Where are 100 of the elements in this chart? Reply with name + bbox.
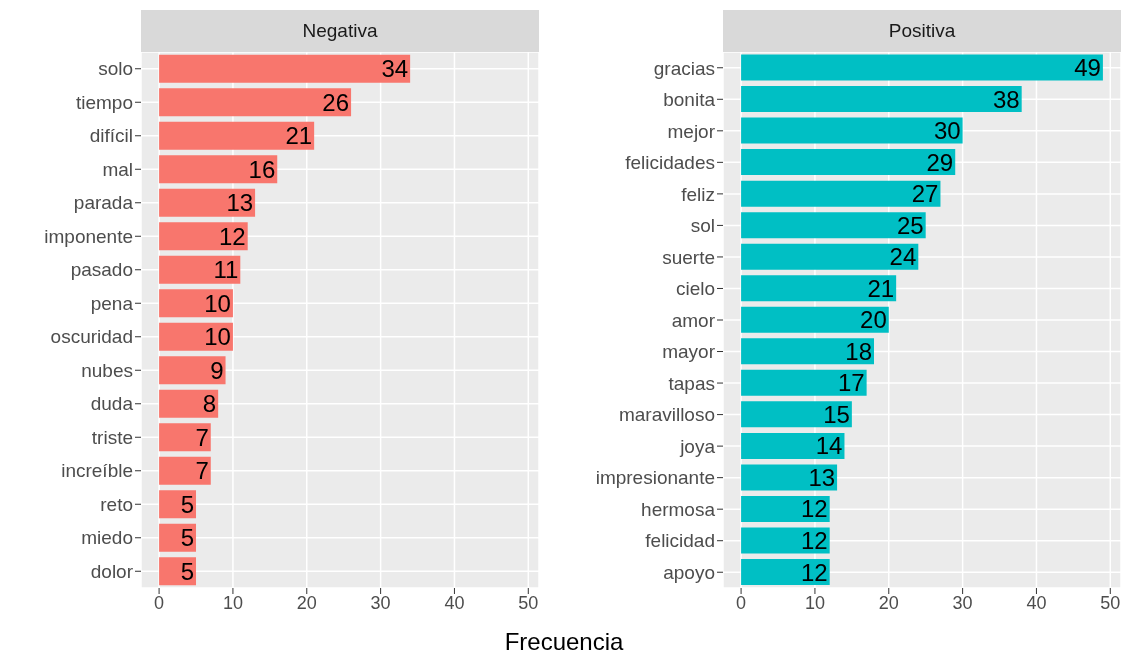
x-tick-label: 10 <box>222 592 243 613</box>
bar <box>159 456 211 485</box>
data-label: 9 <box>210 356 224 384</box>
data-label: 13 <box>226 189 254 217</box>
bar <box>159 155 278 184</box>
bar <box>741 464 838 491</box>
y-tick-label: cielo <box>675 278 715 300</box>
bar <box>741 275 897 302</box>
bar <box>159 389 219 418</box>
bar <box>741 243 919 270</box>
y-tick-label: nubes <box>81 359 133 381</box>
bar <box>741 432 845 459</box>
x-tick-label: 0 <box>736 592 747 613</box>
y-tick-label: mayor <box>662 341 716 363</box>
data-label: 7 <box>195 457 209 485</box>
y-tick-label: felicidad <box>645 530 715 552</box>
bar <box>741 117 963 144</box>
data-label: 5 <box>180 524 195 552</box>
y-tick-label: reto <box>100 493 133 515</box>
data-label: 10 <box>204 323 231 351</box>
x-tick-label: 10 <box>804 592 825 613</box>
data-label: 17 <box>837 369 865 397</box>
data-label: 25 <box>896 211 924 239</box>
y-tick-label: tapas <box>668 372 715 394</box>
x-tick-label: 0 <box>154 592 165 613</box>
y-tick-label: joya <box>679 435 716 457</box>
data-label: 14 <box>815 432 843 460</box>
x-tick-label: 30 <box>952 592 973 613</box>
bar <box>159 54 411 83</box>
y-tick-label: impresionante <box>595 467 715 489</box>
chart-title: Positiva <box>723 10 1121 52</box>
y-tick-label: mal <box>102 158 133 180</box>
bar <box>741 149 956 176</box>
y-tick-label: apoyo <box>663 561 715 583</box>
x-tick-label: 20 <box>296 592 317 613</box>
x-tick-label: 40 <box>444 592 465 613</box>
bar <box>159 356 226 385</box>
y-tick-label: pena <box>90 292 134 314</box>
data-label: 21 <box>285 122 313 150</box>
y-tick-label: maravilloso <box>618 404 715 426</box>
data-label: 13 <box>808 463 836 491</box>
data-label: 16 <box>248 155 276 183</box>
data-label: 5 <box>180 490 195 518</box>
data-label: 15 <box>823 400 850 428</box>
data-label: 12 <box>801 526 828 554</box>
data-label: 24 <box>889 243 917 271</box>
data-label: 38 <box>992 85 1020 113</box>
y-tick-label: pasado <box>70 259 133 281</box>
y-tick-label: oscuridad <box>50 326 133 348</box>
bar <box>159 289 233 318</box>
data-label: 20 <box>860 306 887 334</box>
data-label: 49 <box>1074 54 1101 82</box>
bar <box>741 401 852 428</box>
y-tick-label: miedo <box>81 527 133 549</box>
data-label: 34 <box>381 55 409 83</box>
bar <box>159 88 352 117</box>
data-label: 7 <box>195 423 209 451</box>
y-tick-label: mejor <box>667 120 716 142</box>
y-tick-label: tiempo <box>75 91 133 113</box>
data-label: 26 <box>322 88 350 116</box>
data-label: 30 <box>933 117 961 145</box>
bar <box>741 54 1103 81</box>
bar <box>159 121 315 150</box>
x-tick-label: 50 <box>518 592 539 613</box>
x-tick-label: 50 <box>1100 592 1121 613</box>
y-tick-label: increíble <box>61 460 133 482</box>
y-tick-label: dolor <box>90 560 134 582</box>
bar <box>159 255 241 284</box>
bar <box>741 558 830 585</box>
y-tick-label: amor <box>671 309 716 331</box>
bar <box>159 188 256 217</box>
bar <box>159 222 248 251</box>
y-tick-label: hermosa <box>641 498 716 520</box>
y-tick-label: parada <box>73 192 134 214</box>
bar <box>741 338 874 365</box>
y-tick-label: solo <box>98 58 133 80</box>
bar <box>741 527 830 554</box>
y-tick-label: sol <box>690 215 715 237</box>
y-tick-label: gracias <box>653 57 715 79</box>
y-tick-label: feliz <box>681 183 715 205</box>
data-label: 18 <box>845 337 872 365</box>
data-label: 12 <box>801 558 828 586</box>
data-label: 12 <box>219 222 246 250</box>
y-tick-label: difícil <box>89 125 133 147</box>
bar <box>741 369 867 396</box>
data-label: 11 <box>213 256 239 284</box>
x-tick-label: 20 <box>878 592 899 613</box>
y-tick-label: imponente <box>44 225 133 247</box>
data-label: 21 <box>867 274 895 302</box>
bar <box>741 180 941 207</box>
chart-title: Negativa <box>141 10 539 52</box>
y-tick-label: triste <box>91 426 133 448</box>
bar <box>741 495 830 522</box>
bar <box>159 423 211 452</box>
x-tick-label: 40 <box>1026 592 1047 613</box>
data-label: 29 <box>926 148 954 176</box>
bar <box>741 306 889 333</box>
data-label: 12 <box>801 495 828 523</box>
x-axis-title: Frecuencia <box>503 628 625 656</box>
bar <box>741 86 1022 113</box>
